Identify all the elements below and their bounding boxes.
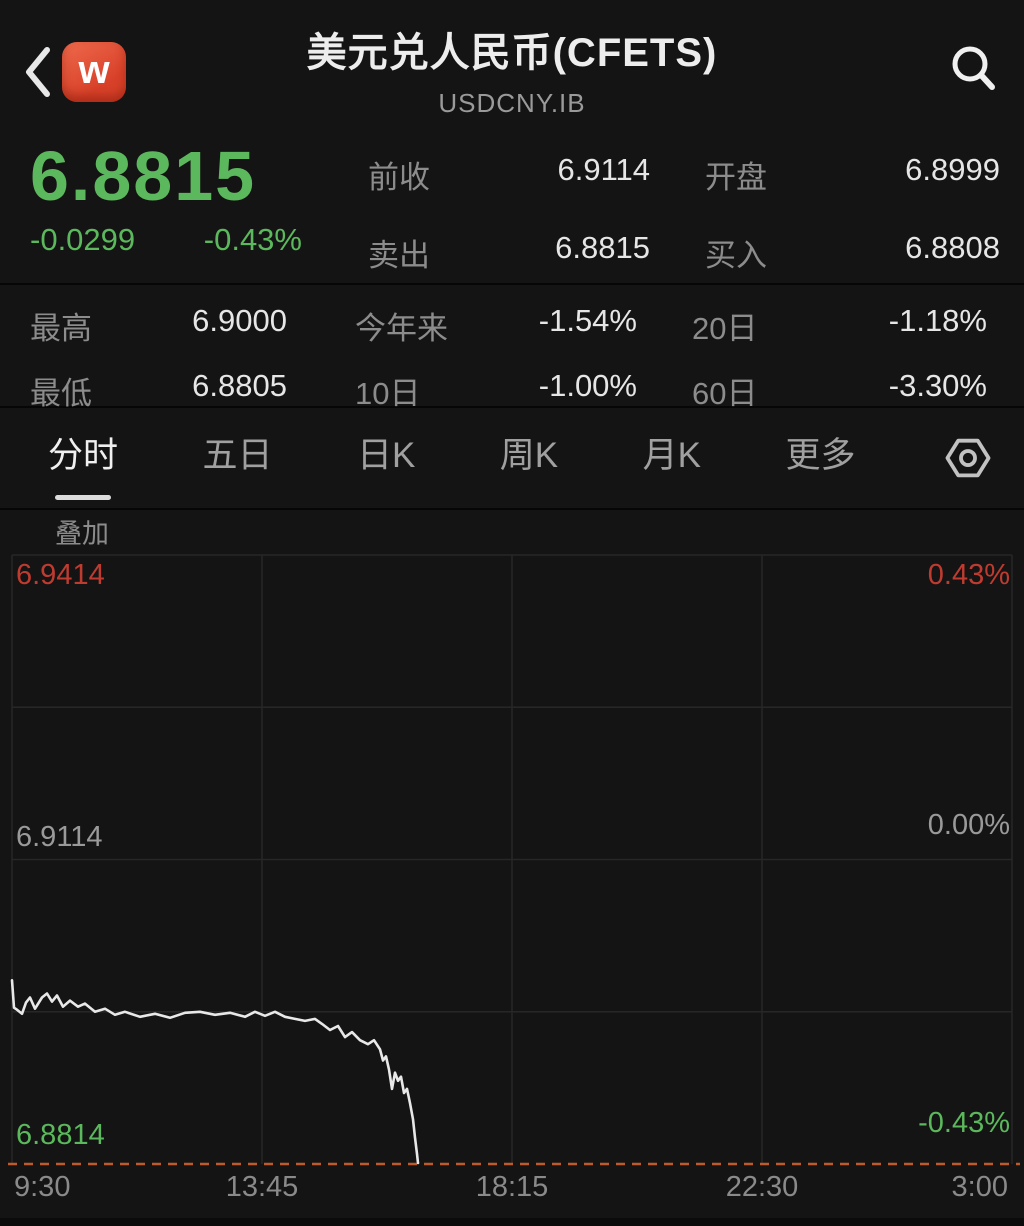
field-value: 6.8808 [905,230,1000,265]
page-title: 美元兑人民币(CFETS) [306,31,718,75]
ticker-code: USDCNY.IB [438,88,586,118]
field-bid: 买入 6.8808 [705,230,1000,275]
stat-value: -1.18% [888,303,987,338]
tab-more[interactable]: 更多 [785,435,856,475]
chart-plot[interactable] [0,553,1024,1167]
field-label: 前收 [368,160,430,195]
chart-settings-button[interactable] [940,430,996,486]
ylabel-low-price: 6.8814 [16,1119,105,1151]
stat-value: 6.9000 [192,303,287,338]
field-open: 开盘 6.8999 [705,152,1000,197]
chart-tab-bar: 分时 五日 日K 周K 月K 更多 [0,408,1024,508]
x-tick: 22:30 [725,1171,799,1203]
x-tick: 18:15 [475,1171,549,1203]
stat-value: 6.8805 [192,368,287,403]
field-label: 买入 [705,238,767,273]
stats-section: 最高 6.9000 今年来 -1.54% 20日 -1.18% 最低 6.880… [0,285,1024,411]
bottom-edge [0,1218,1024,1226]
ylabel-high-price: 6.9414 [16,559,105,591]
field-label: 卖出 [368,238,430,273]
ylabel-prev-close: 6.9114 [16,821,103,853]
stat-low: 最低 6.8805 [30,368,287,413]
tab-5day[interactable]: 五日 [202,435,273,475]
field-value: 6.8815 [555,230,650,265]
field-value: 6.9114 [557,152,650,187]
field-label: 开盘 [705,160,767,195]
quote-section: 6.8815 -0.0299 -0.43% 前收 6.9114 开盘 6.899… [0,130,1024,283]
tab-daily-k[interactable]: 日K [356,435,416,475]
field-value: 6.8999 [905,152,1000,187]
divider [0,406,1024,408]
x-tick: 13:45 [225,1171,299,1203]
stat-label: 最高 [30,311,92,346]
stat-20day: 20日 -1.18% [692,303,987,348]
divider [0,508,1024,510]
field-ask: 卖出 6.8815 [368,230,650,275]
overlay-row: 叠加 [0,510,1024,553]
stat-high: 最高 6.9000 [30,303,287,348]
field-prev-close: 前收 6.9114 [368,152,650,197]
change-row: -0.0299 -0.43% [30,222,302,258]
stat-label: 20日 [692,311,758,346]
change-value: -0.0299 [30,222,136,257]
stat-label: 今年来 [355,311,448,346]
change-percent: -0.43% [203,222,302,257]
stat-label: 最低 [30,376,92,411]
stat-value: -3.30% [888,368,987,403]
search-button[interactable] [946,38,1002,100]
logo-letter: w [78,48,110,92]
header: w 美元兑人民币(CFETS) USDCNY.IB [0,0,1024,130]
search-icon [952,46,995,90]
ylabel-zero-pct: 0.00% [927,809,1010,841]
stat-10day: 10日 -1.00% [355,368,637,413]
stat-ytd: 今年来 -1.54% [355,303,637,348]
x-tick: 3:00 [951,1171,1008,1203]
title-block: 美元兑人民币(CFETS) USDCNY.IB [0,20,1024,119]
overlay-button[interactable]: 叠加 [55,519,109,549]
stat-label: 60日 [692,376,758,411]
stats-grid: 最高 6.9000 今年来 -1.54% 20日 -1.18% 最低 6.880… [30,303,1024,413]
stat-60day: 60日 -3.30% [692,368,987,413]
hexagon-gear-icon [945,438,991,478]
ylabel-high-pct: 0.43% [927,559,1010,591]
stat-label: 10日 [355,376,421,411]
x-axis: 9:30 13:45 18:15 22:30 3:00 [0,1171,1024,1211]
back-button[interactable] [14,40,62,104]
chevron-left-icon [26,47,50,97]
last-price: 6.8815 [30,137,257,215]
tab-monthly-k[interactable]: 月K [642,435,701,475]
ylabel-low-pct: -0.43% [918,1107,1010,1139]
stat-value: -1.54% [538,303,637,338]
wind-app-logo[interactable]: w [62,42,126,102]
divider [0,283,1024,285]
quote-grid: 前收 6.9114 开盘 6.8999 卖出 6.8815 买入 6.8808 [368,152,1000,275]
stat-value: -1.00% [538,368,637,403]
tab-weekly-k[interactable]: 周K [499,435,559,475]
x-tick: 9:30 [14,1171,71,1203]
intraday-chart[interactable]: 6.9414 6.9114 6.8814 0.43% 0.00% -0.43% … [0,553,1024,1223]
tab-intraday[interactable]: 分时 [48,413,118,504]
